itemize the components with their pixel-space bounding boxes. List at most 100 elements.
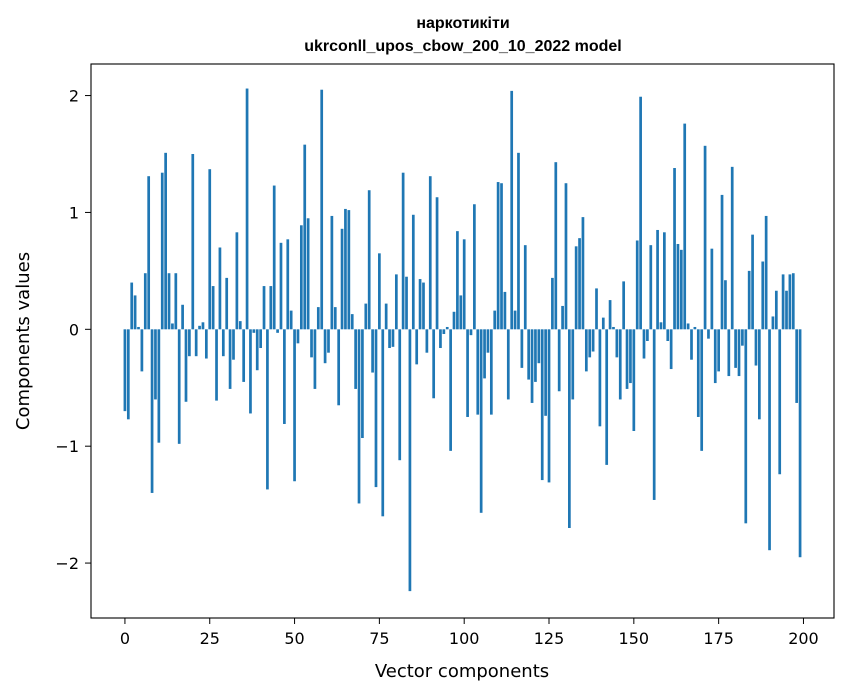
bar-component-90 xyxy=(428,176,432,330)
bar-component-36 xyxy=(245,88,249,330)
bar-component-54 xyxy=(306,218,310,330)
bar-component-190 xyxy=(768,329,771,551)
bar-component-106 xyxy=(483,329,486,379)
bar-component-70 xyxy=(361,329,364,439)
bar-component-117 xyxy=(520,329,524,368)
bar-component-175 xyxy=(717,329,720,372)
bar-component-73 xyxy=(371,329,374,373)
bar-component-136 xyxy=(584,329,588,372)
bar-component-164 xyxy=(679,249,683,330)
bar-component-120 xyxy=(530,329,534,403)
bar-component-160 xyxy=(666,329,670,341)
x-tick-label: 150 xyxy=(619,629,650,648)
bar-component-65 xyxy=(344,208,347,330)
x-tick-label: 100 xyxy=(449,629,480,648)
bar-component-128 xyxy=(557,329,561,392)
bar-component-135 xyxy=(581,217,585,330)
bar-component-183 xyxy=(744,329,748,524)
x-tick-label: 25 xyxy=(200,629,220,648)
bar-component-156 xyxy=(652,329,656,500)
y-tick-label: 0 xyxy=(69,320,79,339)
bar-component-76 xyxy=(381,329,385,517)
bar-component-110 xyxy=(496,182,500,330)
bar-component-38 xyxy=(252,329,256,333)
bar-component-111 xyxy=(500,183,503,330)
bar-component-139 xyxy=(595,288,598,330)
bar-component-193 xyxy=(778,329,782,475)
bar-component-25 xyxy=(208,169,212,330)
bar-component-4 xyxy=(137,326,140,330)
bar-component-187 xyxy=(758,329,761,420)
bar-component-47 xyxy=(283,329,286,424)
bar-component-85 xyxy=(411,214,415,330)
bar-component-101 xyxy=(466,329,469,417)
bar-component-48 xyxy=(286,239,290,330)
bar-component-150 xyxy=(632,329,636,431)
x-tick-label: 50 xyxy=(284,629,304,648)
bar-component-165 xyxy=(683,123,687,330)
bar-component-1 xyxy=(126,329,130,420)
bar-component-188 xyxy=(761,261,765,330)
bar-component-102 xyxy=(469,329,473,336)
bar-component-78 xyxy=(388,329,391,349)
bar-component-0 xyxy=(123,329,127,412)
bar-component-144 xyxy=(612,326,615,330)
bar-component-166 xyxy=(686,323,690,330)
bar-component-163 xyxy=(676,243,680,330)
bar-component-126 xyxy=(551,277,554,330)
y-tick-label: −1 xyxy=(55,437,79,456)
bar-component-173 xyxy=(710,248,714,330)
bar-component-113 xyxy=(506,329,510,400)
bar-component-100 xyxy=(462,239,466,330)
bar-component-143 xyxy=(608,300,612,330)
bar-component-98 xyxy=(456,231,459,330)
bar-component-192 xyxy=(774,290,778,330)
bar-component-58 xyxy=(320,89,324,330)
bar-component-92 xyxy=(435,197,439,330)
bar-component-125 xyxy=(547,329,551,483)
bar-component-105 xyxy=(479,329,483,513)
bar-component-94 xyxy=(442,329,446,334)
bar-component-42 xyxy=(266,329,269,490)
bar-component-74 xyxy=(374,329,378,488)
bar-component-57 xyxy=(316,307,320,330)
bar-component-174 xyxy=(713,329,717,384)
bar-component-64 xyxy=(340,228,344,330)
bar-component-147 xyxy=(622,281,626,330)
bar-component-55 xyxy=(310,329,313,358)
bar-component-103 xyxy=(473,204,476,330)
plot-frame xyxy=(90,63,835,619)
bar-component-123 xyxy=(540,329,544,481)
bar-component-195 xyxy=(785,290,788,330)
bar-component-146 xyxy=(618,329,622,400)
bar-component-86 xyxy=(415,329,419,365)
bar-component-148 xyxy=(625,329,629,389)
bar-component-169 xyxy=(696,329,700,417)
bar-component-62 xyxy=(333,307,337,330)
bar-component-34 xyxy=(238,321,242,330)
bar-component-119 xyxy=(527,329,531,380)
bar-component-23 xyxy=(201,322,205,330)
bar-component-93 xyxy=(439,329,442,349)
bar-component-26 xyxy=(211,286,215,330)
bar-component-16 xyxy=(177,329,181,444)
bar-component-53 xyxy=(303,144,307,330)
bar-component-79 xyxy=(391,329,395,347)
bar-component-133 xyxy=(574,246,578,330)
bar-component-151 xyxy=(635,240,639,330)
bar-component-12 xyxy=(164,152,167,330)
x-tick-label: 0 xyxy=(120,629,130,648)
bar-component-75 xyxy=(378,253,381,330)
bar-component-168 xyxy=(693,326,697,330)
bar-component-18 xyxy=(184,329,188,402)
bar-component-9 xyxy=(154,329,157,400)
bar-component-72 xyxy=(367,190,371,330)
bar-component-155 xyxy=(649,245,653,330)
bar-component-177 xyxy=(724,280,727,330)
bar-component-176 xyxy=(720,194,724,330)
bar-component-7 xyxy=(147,176,151,330)
bar-component-11 xyxy=(160,172,164,330)
bar-component-122 xyxy=(537,329,541,364)
bar-component-142 xyxy=(605,329,609,465)
bar-component-31 xyxy=(228,329,232,389)
